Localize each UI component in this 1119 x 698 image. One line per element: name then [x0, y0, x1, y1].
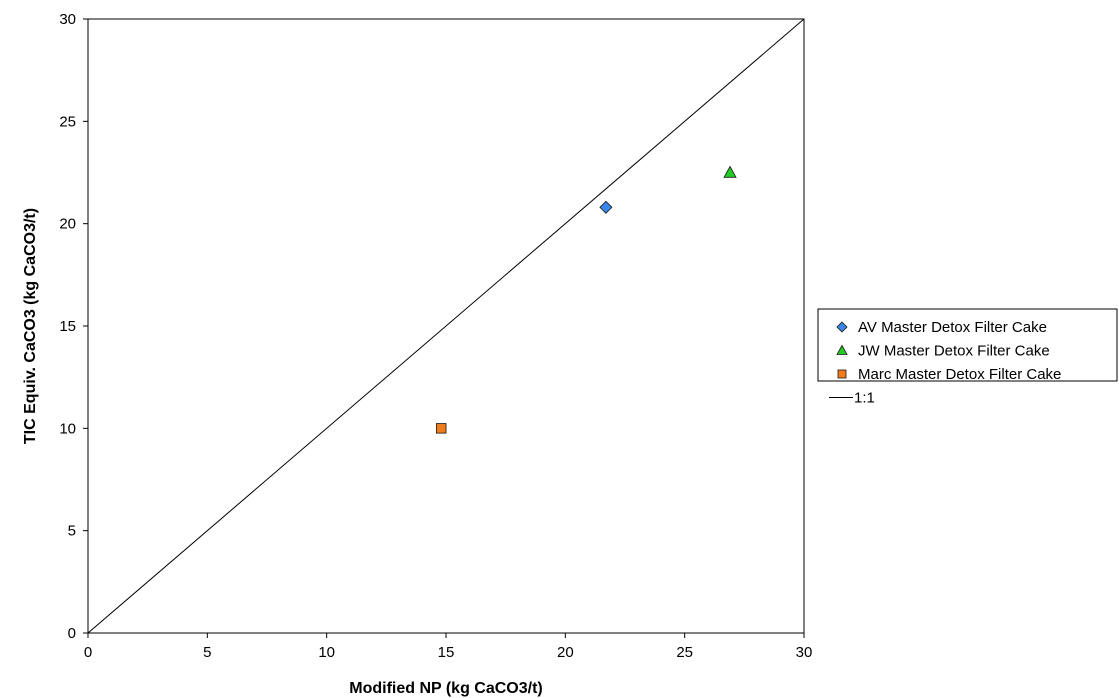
data-point-jw-master-detox-filter-cake [723, 165, 737, 178]
legend-swatch-marc-master-detox-filter-cake [837, 369, 847, 379]
legend-label-jw-master-detox-filter-cake: JW Master Detox Filter Cake [858, 343, 1050, 360]
y-tick-label: 5 [68, 523, 76, 540]
y-tick-label: 25 [59, 113, 76, 130]
legend: AV Master Detox Filter Cake JW Master Det… [817, 308, 1118, 407]
axis-ticks-group: 0 5 10 15 20 25 30 0 5 10 15 20 25 30 [59, 11, 812, 661]
y-tick-label: 20 [59, 216, 76, 233]
data-point-av-master-detox-filter-cake [599, 200, 613, 214]
y-tick-label: 15 [59, 318, 76, 335]
y-axis-title: TIC Equiv. CaCO3 (kg CaCO3/t) [22, 208, 39, 444]
x-tick-label: 25 [676, 644, 693, 661]
x-tick-label: 30 [796, 644, 813, 661]
data-point-marc-master-detox-filter-cake [436, 423, 447, 434]
x-tick-label: 10 [318, 644, 335, 661]
legend-label-1-1: 1:1 [854, 390, 875, 407]
legend-swatch-jw-master-detox-filter-cake [836, 344, 848, 355]
legend-label-av-master-detox-filter-cake: AV Master Detox Filter Cake [858, 319, 1047, 336]
x-tick-label: 20 [557, 644, 574, 661]
x-tick-label: 0 [84, 644, 92, 661]
x-axis-title: Modified NP (kg CaCO3/t) [349, 680, 543, 697]
y-tick-label: 10 [59, 420, 76, 437]
series-line-1-1 [87, 18, 805, 634]
legend-label-marc-master-detox-filter-cake: Marc Master Detox Filter Cake [858, 366, 1061, 383]
legend-swatch-av-master-detox-filter-cake [836, 321, 848, 333]
x-tick-label: 15 [438, 644, 455, 661]
plot-area-group [87, 18, 805, 634]
x-tick-label: 5 [203, 644, 211, 661]
legend-box [817, 308, 1118, 382]
y-tick-label: 30 [59, 11, 76, 28]
y-tick-label: 0 [68, 625, 76, 642]
